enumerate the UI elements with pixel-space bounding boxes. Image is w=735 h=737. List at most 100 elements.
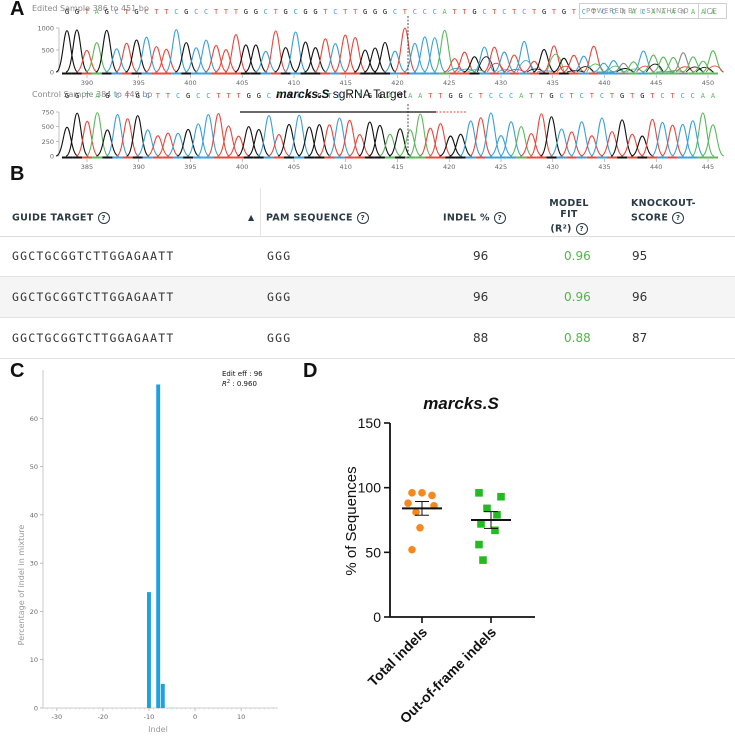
trace-secondary-peak <box>626 68 644 73</box>
base-call-letter: G <box>368 92 372 100</box>
table-row[interactable]: GGCTGCGGTCTTGGAGAATT GGG 88 0.88 87 <box>0 318 735 359</box>
trace-peak <box>105 48 128 73</box>
indel-x-tick-label: -20 <box>98 713 109 721</box>
trace-y-tick-label: 1000 <box>37 25 54 33</box>
table-row[interactable]: GGCTGCGGTCTTGGAGAATT GGG 96 0.96 96 <box>0 277 735 318</box>
trace-peak <box>419 127 442 157</box>
base-call-letter: T <box>590 92 595 100</box>
base-call-letter: T <box>323 8 328 16</box>
base-call-letter: A <box>388 92 393 100</box>
trace-peak <box>204 44 228 73</box>
base-call-letter: G <box>378 92 382 100</box>
trace-peak <box>145 46 168 73</box>
trace-peak <box>620 133 644 157</box>
base-call-letter: T <box>226 92 231 100</box>
trace-peak <box>297 126 321 157</box>
base-call-letter: T <box>156 92 161 100</box>
trace-peak <box>383 50 407 73</box>
indel-y-tick-label: 50 <box>30 463 38 471</box>
header-knockout-score[interactable]: KNOCKOUT- SCORE? <box>631 198 696 224</box>
trace-peak <box>691 112 715 157</box>
trace-x-tick-label: 440 <box>650 163 662 171</box>
trace-peak <box>206 113 231 157</box>
base-call-letter: G <box>317 92 321 100</box>
trace-peak <box>96 129 119 157</box>
table-row[interactable]: GGCTGCGGTCTTGGAGAATT GGG 96 0.96 95 <box>0 236 735 277</box>
trace-x-tick-label: 410 <box>340 163 352 171</box>
trace-peak <box>642 54 665 73</box>
base-call-letter: C <box>297 92 301 100</box>
indel-x-tick-label: 0 <box>193 713 197 721</box>
base-call-letter: T <box>166 92 171 100</box>
base-call-letter: A <box>95 92 100 100</box>
trace-peak <box>590 117 614 157</box>
base-call-letter: T <box>154 8 159 16</box>
synthego-logo-text: POWERED BY ▷SYNTHEGO <box>586 7 690 15</box>
edited-sample-title: Edited Sample 386 to 451 bp <box>32 4 149 13</box>
base-call-letter: C <box>115 92 119 100</box>
trace-x-tick-label: 400 <box>184 79 196 87</box>
header-guide-target[interactable]: GUIDE TARGET? <box>12 212 110 224</box>
trace-peak <box>570 121 594 157</box>
scatter-point-out-of-frame <box>497 492 505 501</box>
base-call-letter: C <box>206 92 210 100</box>
trace-peak <box>631 135 654 157</box>
sort-arrow-icon[interactable]: ▲ <box>248 213 255 222</box>
trace-y-tick-label: 250 <box>42 138 54 146</box>
trace-x-tick-label: 420 <box>443 163 455 171</box>
scatter-point-out-of-frame <box>475 489 483 497</box>
base-call-letter: G <box>459 92 463 100</box>
trace-peak <box>287 114 311 157</box>
base-call-letter: G <box>448 92 452 100</box>
target-gene-name: marcks.S <box>276 87 330 101</box>
base-call-letter: T <box>592 8 597 16</box>
base-call-letter: T <box>348 92 353 100</box>
trace-peak <box>499 121 523 157</box>
trace-peak <box>388 128 412 157</box>
indel-x-tick-label: -10 <box>144 713 155 721</box>
trace-x-tick-label: 405 <box>236 79 248 87</box>
header-pam-sequence[interactable]: PAM SEQUENCE? <box>266 212 369 224</box>
trace-peak <box>196 113 220 157</box>
trace-peak <box>413 36 437 73</box>
header-model-fit[interactable]: MODEL FIT (R²)? <box>549 198 589 235</box>
trace-peak <box>247 128 271 157</box>
trace-peak <box>95 29 119 73</box>
trace-peak <box>116 118 140 157</box>
trace-peak <box>423 37 446 73</box>
trace-peak <box>354 49 377 73</box>
base-call-letter: T <box>462 8 467 16</box>
base-call-letter: G <box>620 92 624 100</box>
base-call-letter: C <box>641 8 645 16</box>
scatter-point-out-of-frame <box>493 511 501 519</box>
base-call-letter: C <box>293 8 297 16</box>
base-call-letter: A <box>701 92 706 100</box>
trace-peak <box>55 30 79 73</box>
base-call-letter: T <box>214 8 219 16</box>
base-call-letter: G <box>75 92 79 100</box>
base-call-letter: T <box>532 8 537 16</box>
pam-cell: GGG <box>267 290 292 304</box>
trace-peak <box>701 124 725 157</box>
ice-logo-text: ICE <box>698 4 717 18</box>
base-call-letter: T <box>438 92 443 100</box>
base-call-letter: C <box>204 8 208 16</box>
trace-secondary-peak <box>685 66 704 73</box>
trace-peak <box>479 112 503 157</box>
base-call-letter: G <box>383 8 387 16</box>
scatter-y-tick-label: 50 <box>365 544 381 560</box>
trace-peak <box>328 117 351 157</box>
base-call-letter: T <box>610 92 615 100</box>
base-call-letter: C <box>602 8 606 16</box>
trace-peak <box>539 116 564 157</box>
trace-peak <box>542 45 566 73</box>
trace-overlay <box>240 16 466 158</box>
trace-x-tick-label: 400 <box>236 163 248 171</box>
indel-y-tick-label: 60 <box>30 415 38 423</box>
header-indel-percent[interactable]: INDEL %? <box>443 212 506 224</box>
trace-peak <box>334 34 357 73</box>
trace-peak <box>307 124 331 157</box>
